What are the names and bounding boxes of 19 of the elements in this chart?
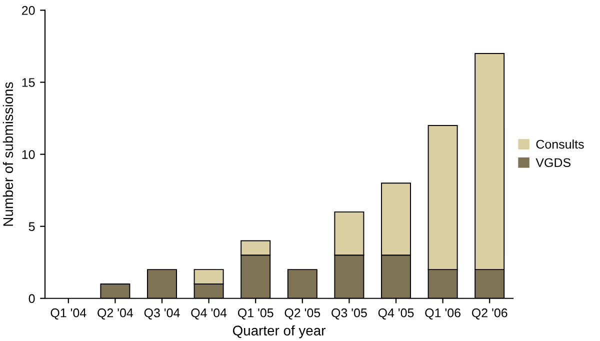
y-tick-label: 15 <box>22 78 35 87</box>
y-tick-label: 10 <box>22 150 35 159</box>
x-tick-label: Q1 '06 <box>425 308 460 320</box>
y-tick-label: 5 <box>28 222 35 231</box>
legend-label: VGDS <box>536 158 571 168</box>
x-tick-label: Q4 '04 <box>191 308 227 320</box>
x-tick-label: Q3 '05 <box>332 308 367 320</box>
x-tick-label: Q1 '05 <box>238 308 274 320</box>
x-tick-label: Q1 '04 <box>50 308 86 320</box>
x-tick-label: Q2 '06 <box>472 308 508 320</box>
x-tick-label: Q2 '04 <box>98 308 134 320</box>
x-tick-label: Q4 '05 <box>378 308 414 320</box>
legend-label: Consults <box>536 140 584 149</box>
x-tick-label: Q3 '04 <box>144 308 180 320</box>
y-axis-title: Number of submissions <box>2 82 14 226</box>
x-tick-label: Q2 '05 <box>284 308 320 320</box>
x-axis-title: Quarter of year <box>232 325 326 338</box>
y-tick-label: 0 <box>28 294 35 304</box>
y-tick-label: 20 <box>22 6 35 15</box>
